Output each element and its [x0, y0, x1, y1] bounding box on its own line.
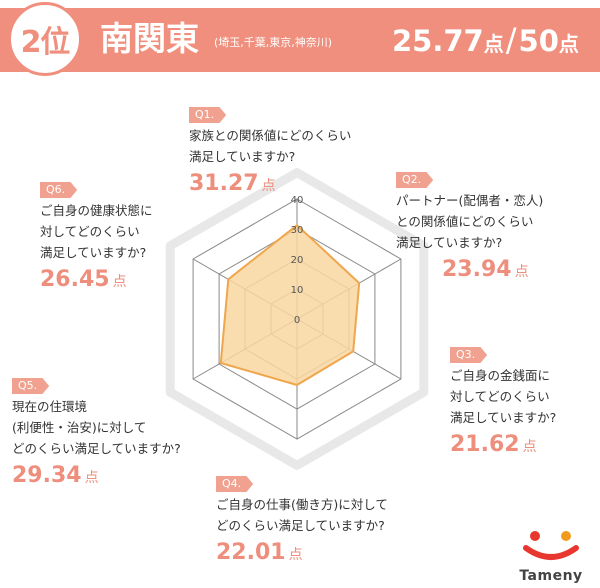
- radar-series-area: [219, 224, 361, 386]
- q5-value: 29.34: [12, 463, 82, 488]
- question-q5: Q5. 現在の住環境 (利便性・治安)に対して どのくらい満足していますか? 2…: [12, 374, 181, 493]
- q4-value: 22.01: [216, 540, 286, 565]
- question-q1: Q1. 家族との関係値にどのくらい 満足していますか? 31.27 点: [189, 103, 351, 201]
- q5-badge: Q5.: [12, 378, 50, 394]
- q4-text: ご自身の仕事(働き方)に対して どのくらい満足していますか?: [216, 497, 388, 533]
- logo-mark-icon: [523, 531, 579, 560]
- q5-value-line: 29.34 点: [12, 461, 181, 493]
- radar-tick-label: 20: [291, 255, 304, 266]
- q2-text: パートナー(配偶者・恋人) との関係値にどのくらい 満足していますか?: [396, 193, 544, 250]
- radar-tick-labels: 0 10 20 30 40: [291, 195, 304, 326]
- max-score-value: 50: [518, 24, 559, 58]
- q5-unit: 点: [84, 470, 99, 486]
- region-title: 南関東: [100, 19, 199, 58]
- q6-text: ご自身の健康状態に 対してどのくらい 満足していますか?: [40, 203, 153, 260]
- question-q4: Q4. ご自身の仕事(働き方)に対して どのくらい満足していますか? 22.01…: [216, 472, 388, 570]
- question-q3: Q3. ご自身の金銭面に 対してどのくらい 満足していますか? 21.62 点: [450, 343, 556, 462]
- max-score-unit: 点: [558, 32, 579, 56]
- rank-badge: 2位: [8, 2, 82, 76]
- q1-badge: Q1.: [189, 107, 227, 123]
- q2-badge: Q2.: [396, 172, 434, 188]
- q1-value: 31.27: [189, 171, 259, 196]
- question-q6: Q6. ご自身の健康状態に 対してどのくらい 満足していますか? 26.45 点: [40, 178, 153, 297]
- radar-outer-frame: [165, 168, 429, 470]
- score-slash: /: [505, 21, 517, 59]
- q1-text: 家族との関係値にどのくらい 満足していますか?: [189, 128, 352, 164]
- score-value: 25.77: [392, 24, 484, 58]
- total-score: 25.77点/50点: [392, 20, 579, 64]
- q6-value-line: 26.45 点: [40, 265, 153, 297]
- radar-tick-label: 30: [291, 225, 304, 236]
- q3-badge: Q3.: [450, 347, 488, 363]
- q4-value-line: 22.01 点: [216, 538, 388, 570]
- logo-text: Tameny: [519, 568, 583, 584]
- q3-text: ご自身の金銭面に 対してどのくらい 満足していますか?: [450, 368, 557, 425]
- q6-value: 26.45: [40, 267, 110, 292]
- q6-unit: 点: [112, 274, 127, 290]
- q6-badge: Q6.: [40, 182, 78, 198]
- q2-unit: 点: [514, 264, 529, 280]
- header-banner: [0, 8, 600, 72]
- radar-tick-label: 40: [291, 195, 304, 206]
- q5-text: 現在の住環境 (利便性・治安)に対して どのくらい満足していますか?: [12, 399, 181, 456]
- q3-value: 21.62: [450, 432, 520, 457]
- q2-value: 23.94: [442, 257, 512, 282]
- tameny-logo: Tameny: [516, 528, 586, 584]
- score-unit: 点: [483, 32, 504, 56]
- q3-value-line: 21.62 点: [450, 430, 556, 462]
- q4-unit: 点: [288, 547, 303, 563]
- question-q2: Q2. パートナー(配偶者・恋人) との関係値にどのくらい 満足していますか? …: [396, 168, 543, 287]
- q1-value-line: 31.27 点: [189, 169, 351, 201]
- prefecture-list: (埼玉,千葉,東京,神奈川): [214, 36, 333, 49]
- radar-tick-label: 10: [291, 285, 304, 296]
- radar-tick-label: 0: [294, 315, 300, 326]
- q4-badge: Q4.: [216, 476, 254, 492]
- q3-unit: 点: [522, 439, 537, 455]
- q2-value-line: 23.94 点: [442, 255, 543, 287]
- q1-unit: 点: [261, 178, 276, 194]
